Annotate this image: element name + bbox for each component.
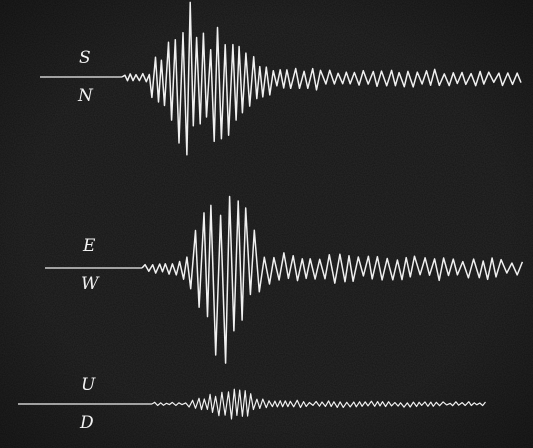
label-n: N [78, 86, 94, 106]
label-s: S [79, 48, 92, 68]
ud-trace [151, 388, 486, 420]
label-u: U [81, 375, 96, 395]
label-d: D [80, 413, 95, 433]
label-e: E [83, 236, 96, 256]
ew-trace [141, 195, 524, 364]
ns-trace [121, 1, 522, 156]
label-w: W [81, 274, 99, 294]
